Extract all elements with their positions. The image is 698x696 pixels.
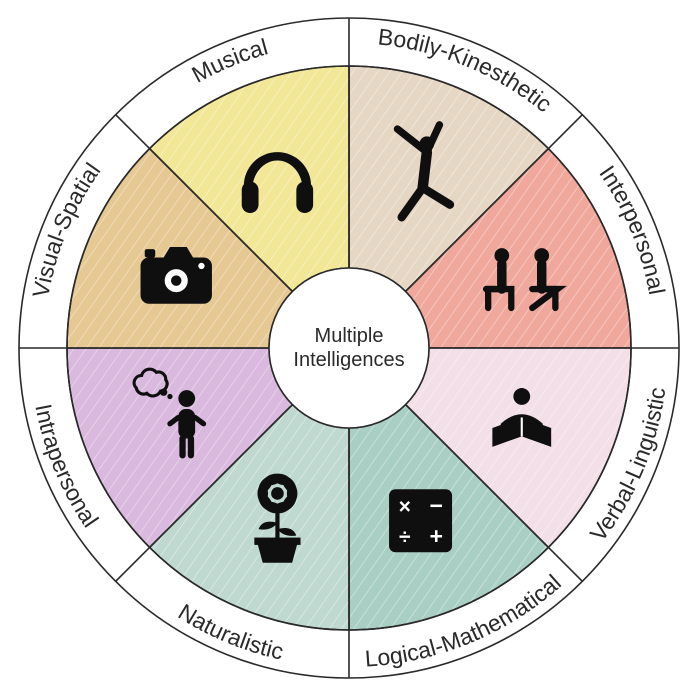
label-musical: Musical: [187, 33, 270, 87]
svg-text:×: ×: [399, 495, 411, 518]
svg-text:−: −: [430, 492, 443, 518]
multiple-intelligences-wheel: Bodily-KinestheticInterpersonalVerbal-Li…: [0, 0, 698, 696]
math-icon: ×−÷ +: [389, 489, 452, 552]
center-title-line1: Multiple: [315, 325, 384, 347]
center-hub: [269, 268, 429, 428]
svg-text:÷: ÷: [399, 526, 411, 549]
svg-text:+: +: [430, 523, 443, 549]
center-title-line2: Intelligences: [293, 349, 404, 371]
